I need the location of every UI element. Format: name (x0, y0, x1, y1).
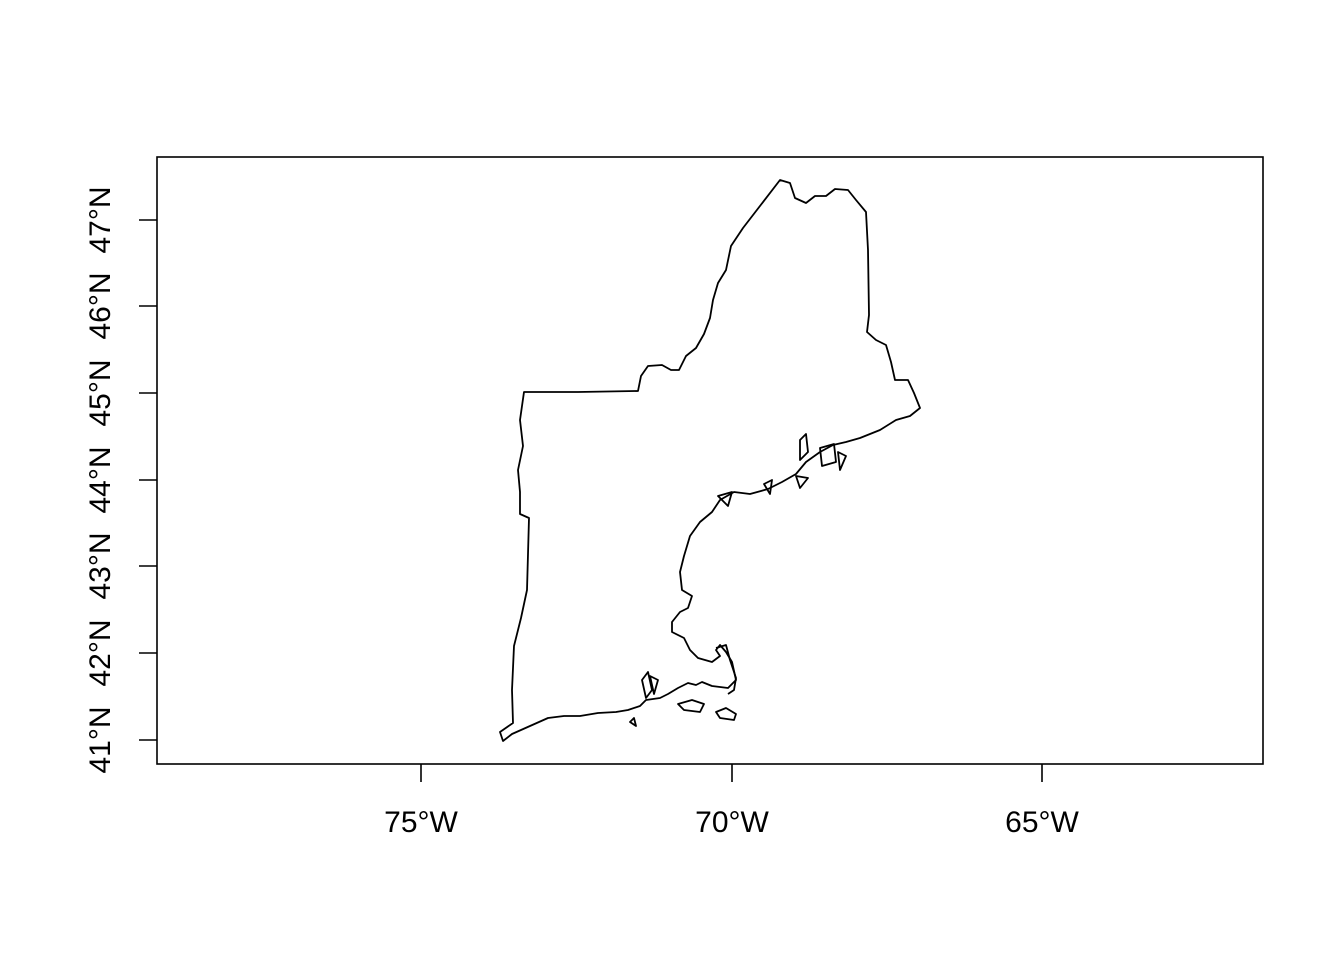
region-outline (499, 179, 921, 742)
x-axis: 75°W 70°W 65°W (384, 764, 1080, 839)
x-tick-label: 70°W (695, 806, 769, 839)
x-tick-label: 65°W (1005, 806, 1079, 839)
cape-cod-outline (715, 644, 737, 695)
x-tick-label: 75°W (384, 806, 458, 839)
y-tick-label: 47°N (84, 186, 117, 253)
y-tick-label: 42°N (84, 619, 117, 686)
y-tick-label: 44°N (84, 446, 117, 513)
plot-frame (156, 156, 1264, 765)
y-tick-label: 41°N (84, 706, 117, 773)
y-axis: 41°N 42°N 43°N 44°N 45°N 46°N 47°N (84, 186, 157, 774)
block-island-outline (629, 717, 637, 727)
y-tick-label: 43°N (84, 532, 117, 599)
nantucket-outline (715, 707, 737, 721)
coastal-islands-outline (717, 433, 847, 507)
y-tick-label: 45°N (84, 359, 117, 426)
mainland-outline (499, 179, 921, 742)
y-tick-label: 46°N (84, 272, 117, 339)
narragansett-islands-outline (641, 671, 659, 699)
marthas-vineyard-outline (677, 699, 705, 713)
